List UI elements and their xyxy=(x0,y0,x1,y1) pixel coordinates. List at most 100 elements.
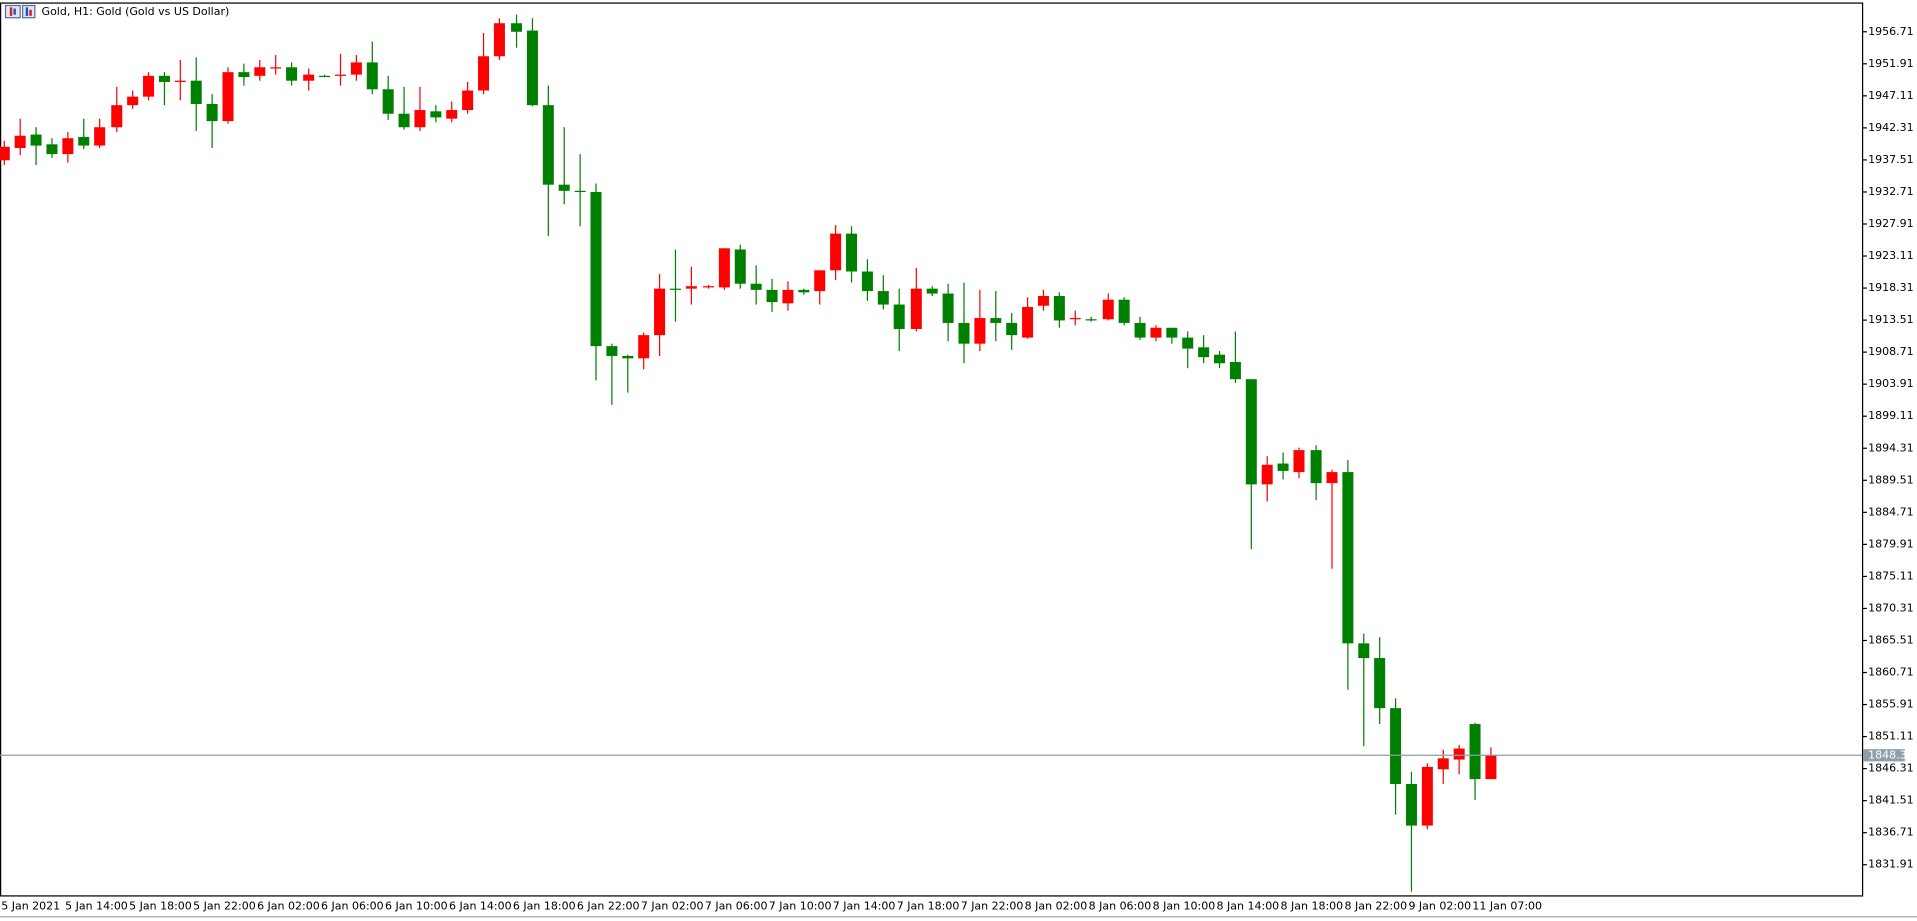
candle-body xyxy=(446,110,458,119)
candle-body xyxy=(1469,724,1481,780)
y-tick-label: 1927.91 xyxy=(1868,217,1913,230)
candle-body xyxy=(893,304,905,329)
candle-body xyxy=(526,30,538,106)
y-tick-label: 1865.51 xyxy=(1868,633,1913,646)
candle-body xyxy=(127,96,139,106)
candle-body xyxy=(1229,362,1241,380)
candle-body xyxy=(1022,307,1034,338)
candle-body xyxy=(0,146,10,161)
candle-body xyxy=(303,74,315,81)
candle-body xyxy=(206,103,218,122)
candle-body xyxy=(366,62,378,90)
candle-body xyxy=(270,67,282,69)
y-tick-label: 1913.51 xyxy=(1868,313,1913,326)
x-tick-label: 11 Jan 07:00 xyxy=(1472,899,1542,912)
candle-body xyxy=(974,318,986,344)
plot-frame xyxy=(0,2,1864,897)
candle-body xyxy=(1182,337,1194,349)
candle-body xyxy=(382,89,394,114)
candle-body xyxy=(1421,766,1433,826)
candle-body xyxy=(1053,296,1065,321)
x-tick-label: 5 Jan 2021 xyxy=(1,899,60,912)
candle-body xyxy=(30,134,42,146)
current-price-label: 1848.31 xyxy=(1868,748,1913,761)
y-tick-label: 1942.31 xyxy=(1868,121,1913,134)
x-tick-label: 7 Jan 10:00 xyxy=(769,899,832,912)
candle-body xyxy=(702,286,714,288)
candle-body xyxy=(926,288,938,294)
candle-body xyxy=(958,322,970,344)
candle-body xyxy=(638,335,650,359)
x-tick-label: 8 Jan 10:00 xyxy=(1153,899,1216,912)
candle-body xyxy=(1390,708,1402,784)
candle-body xyxy=(319,75,331,78)
x-tick-label: 6 Jan 14:00 xyxy=(449,899,512,912)
y-tick-label: 1879.91 xyxy=(1868,537,1913,550)
candle-body xyxy=(462,90,474,111)
candle-body xyxy=(942,293,954,323)
candle-body xyxy=(574,190,586,193)
x-tick-label: 8 Jan 06:00 xyxy=(1089,899,1152,912)
candle-body xyxy=(94,127,106,146)
icon-bar xyxy=(13,8,16,15)
candle-body xyxy=(669,288,681,290)
candle-body xyxy=(478,56,490,91)
candle-body xyxy=(1069,318,1081,320)
candle-body xyxy=(1326,472,1338,484)
candle-body xyxy=(111,105,123,128)
x-tick-label: 8 Jan 18:00 xyxy=(1281,899,1344,912)
candle-body xyxy=(750,283,762,290)
x-tick-label: 7 Jan 14:00 xyxy=(833,899,896,912)
x-tick-label: 7 Jan 22:00 xyxy=(961,899,1024,912)
candle-body xyxy=(1405,783,1417,826)
candle-body xyxy=(830,233,842,271)
candle-body xyxy=(1374,658,1386,709)
candle-body xyxy=(558,184,570,191)
candle-body xyxy=(286,67,298,81)
candle-body xyxy=(350,62,362,75)
candle-body xyxy=(1214,354,1226,364)
icon-bar xyxy=(25,7,29,16)
candle-body xyxy=(158,75,170,82)
x-tick-label: 6 Jan 06:00 xyxy=(321,899,384,912)
candle-body xyxy=(990,318,1002,323)
y-tick-label: 1836.71 xyxy=(1868,826,1913,839)
x-tick-label: 6 Jan 10:00 xyxy=(385,899,448,912)
icon-bar xyxy=(29,9,32,16)
candle-body xyxy=(1485,755,1497,780)
candle-body xyxy=(1006,322,1018,336)
x-tick-label: 5 Jan 22:00 xyxy=(193,899,256,912)
candle-body xyxy=(1134,322,1146,338)
candle-body xyxy=(606,346,618,356)
candle-body xyxy=(190,80,202,104)
icon-bar xyxy=(9,7,13,16)
y-tick-label: 1846.31 xyxy=(1868,762,1913,775)
candle-body xyxy=(1198,347,1210,358)
x-tick-label: 5 Jan 14:00 xyxy=(65,899,128,912)
x-tick-label: 7 Jan 06:00 xyxy=(705,899,768,912)
candle-body xyxy=(1453,748,1465,760)
candle-body xyxy=(493,23,505,57)
candle-body xyxy=(1437,758,1449,770)
x-tick-label: 5 Jan 18:00 xyxy=(129,899,192,912)
x-tick-label: 9 Jan 02:00 xyxy=(1408,899,1471,912)
candle-body xyxy=(685,286,697,289)
candle-body xyxy=(78,136,90,146)
candle-body xyxy=(238,72,250,78)
candle-body xyxy=(414,110,426,128)
candle-body xyxy=(782,289,794,304)
candle-body xyxy=(542,105,554,185)
y-tick-label: 1841.51 xyxy=(1868,794,1913,807)
candle-body xyxy=(334,74,346,76)
candle-body xyxy=(1166,327,1178,338)
chart-title: Gold, H1: Gold (Gold vs US Dollar) xyxy=(42,5,230,18)
candle-body xyxy=(846,233,858,272)
current-price-badge xyxy=(1863,749,1905,762)
x-tick-label: 8 Jan 14:00 xyxy=(1217,899,1280,912)
candle-body xyxy=(718,248,730,288)
y-tick-label: 1899.11 xyxy=(1868,409,1913,422)
y-tick-label: 1860.71 xyxy=(1868,666,1913,679)
candle-body xyxy=(430,111,442,118)
